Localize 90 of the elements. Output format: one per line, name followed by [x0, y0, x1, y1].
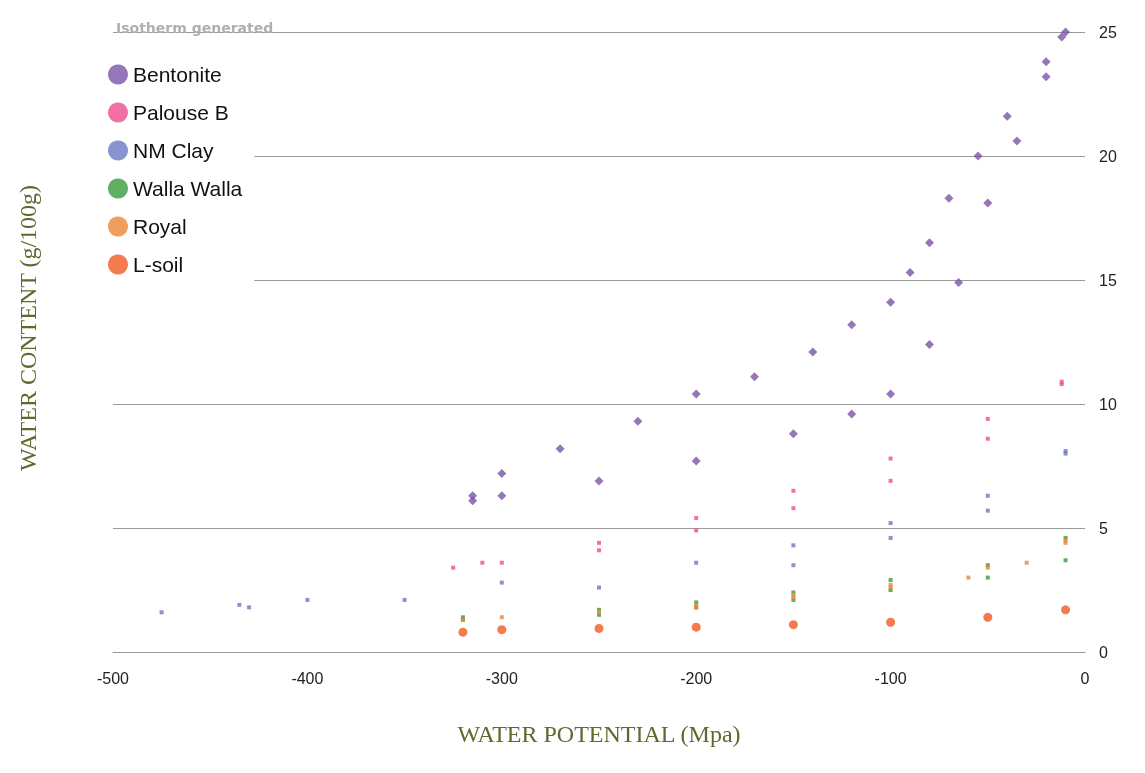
point [791, 563, 796, 568]
x-tick-label: -100 [874, 669, 907, 687]
x-tick-label: -300 [485, 669, 518, 687]
point [594, 623, 604, 633]
point [791, 506, 796, 511]
point [985, 416, 990, 421]
point [402, 597, 407, 602]
point [888, 521, 893, 526]
point [458, 627, 468, 637]
point [694, 516, 699, 521]
point [847, 320, 857, 330]
point [305, 597, 310, 602]
y-tick-label: 0 [1099, 643, 1108, 661]
x-axis-title: WATER POTENTIAL (Mpa) [457, 721, 741, 747]
y-tick-label: 15 [1099, 271, 1117, 289]
point [691, 389, 701, 399]
point [808, 347, 818, 357]
point [691, 622, 701, 632]
point [1063, 558, 1068, 563]
point [791, 488, 796, 493]
legend-label: Palouse B [133, 101, 229, 124]
point [499, 560, 504, 565]
point [886, 297, 896, 307]
point [694, 528, 699, 533]
point [983, 198, 993, 208]
point [468, 491, 478, 501]
legend-label: L-soil [133, 253, 184, 276]
point [966, 575, 971, 580]
y-axis-title: WATER CONTENT (g/100g) [15, 184, 41, 472]
point [886, 389, 896, 399]
point [985, 575, 990, 580]
point [985, 493, 990, 498]
legend-label: Walla Walla [133, 177, 243, 200]
point [1024, 560, 1029, 565]
point [237, 602, 242, 607]
point [1061, 27, 1071, 37]
point [555, 444, 565, 454]
y-tick-label: 20 [1099, 147, 1117, 165]
point [480, 560, 485, 565]
point [499, 615, 504, 620]
point [944, 193, 954, 203]
x-tick-label: -400 [291, 669, 324, 687]
point [983, 612, 993, 622]
point [888, 456, 893, 461]
point [597, 540, 601, 545]
point [924, 339, 934, 349]
point [788, 429, 798, 439]
point [1041, 57, 1051, 67]
point [159, 610, 164, 615]
x-tick-label: 0 [1080, 669, 1090, 687]
point [497, 625, 507, 635]
chart-title: Isotherm generated [116, 20, 274, 36]
y-tick-label: 5 [1099, 519, 1108, 537]
point [791, 543, 796, 548]
point [924, 238, 934, 248]
point [497, 468, 507, 478]
x-tick-label: -500 [96, 669, 130, 687]
point [1057, 32, 1067, 42]
point [973, 151, 983, 161]
point [594, 476, 604, 486]
legend-label: Bentonite [133, 63, 222, 86]
legend-label: NM Clay [133, 139, 214, 162]
y-tick-label: 10 [1099, 395, 1117, 413]
point [886, 617, 896, 627]
point [597, 548, 601, 553]
point [247, 605, 252, 610]
x-tick-label: -200 [680, 669, 713, 687]
point [1012, 136, 1022, 146]
point [888, 578, 893, 583]
point [451, 565, 456, 570]
point [788, 620, 798, 630]
point [750, 372, 760, 382]
legend-label: Royal [133, 215, 187, 238]
point [497, 491, 507, 501]
point [691, 456, 701, 466]
point [954, 277, 964, 287]
point [1061, 605, 1071, 615]
point [985, 508, 990, 513]
point [888, 535, 893, 540]
point [888, 478, 893, 483]
point [597, 585, 601, 590]
point [1002, 111, 1012, 121]
point [847, 409, 857, 419]
point [985, 436, 990, 441]
point [499, 580, 504, 585]
y-tick-label: 25 [1099, 23, 1117, 41]
point [905, 268, 915, 278]
point [694, 560, 699, 565]
point [633, 416, 643, 426]
point [1041, 72, 1051, 82]
